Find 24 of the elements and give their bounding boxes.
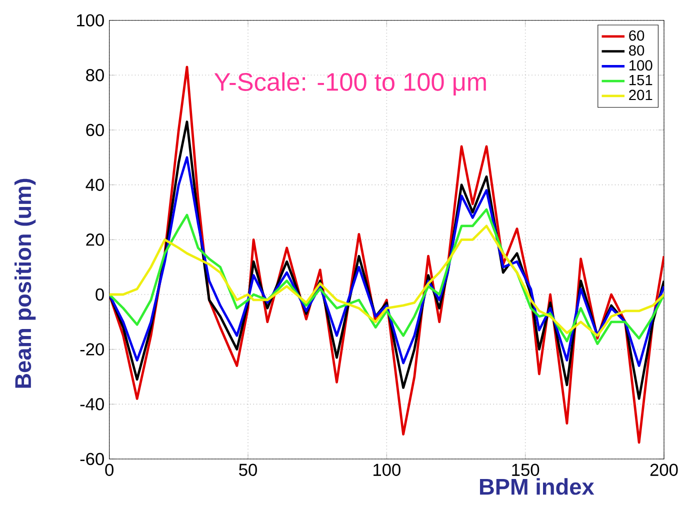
y-tick-label: 100: [77, 14, 104, 26]
y-tick-label: 20: [86, 234, 104, 246]
x-tick-label: 100: [374, 464, 400, 476]
y-tick-label: 80: [86, 69, 104, 82]
legend-label: 80: [629, 45, 644, 56]
y-tick-label: 40: [86, 178, 104, 191]
line-series: [109, 208, 664, 346]
y-tick-label: -20: [80, 343, 104, 356]
y-tick-label: -60: [80, 452, 104, 466]
x-tick-label: 50: [239, 464, 257, 476]
y-tick-label: 0: [96, 288, 104, 301]
annotation: Y-Scale: -100 to 100 μm: [214, 72, 486, 96]
y-axis-title: Beam position (um): [14, 178, 36, 388]
legend-label: 100: [630, 60, 652, 71]
line-series: [109, 156, 664, 367]
x-tick-label: 0: [105, 464, 114, 476]
x-tick-label: 150: [512, 464, 540, 476]
legend-label: 60: [629, 30, 644, 41]
legend-label: 151: [630, 75, 652, 86]
y-tick-label: 60: [86, 124, 104, 136]
legend-label: 201: [629, 90, 652, 100]
x-axis-title: BPM index: [480, 478, 594, 495]
x-tick-label: 200: [650, 464, 678, 476]
y-tick-label: -40: [80, 398, 104, 410]
